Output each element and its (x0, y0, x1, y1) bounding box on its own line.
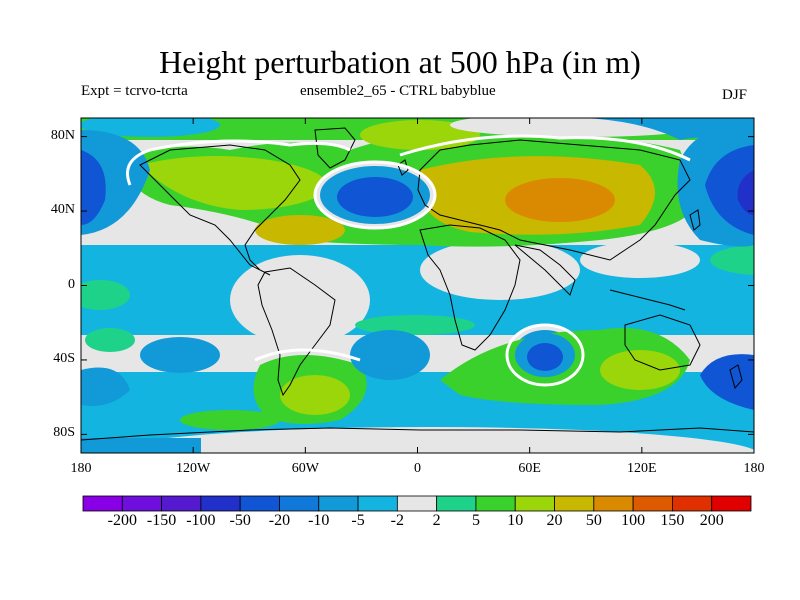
south-pacific-green (85, 328, 135, 352)
colorbar-swatch (318, 495, 359, 512)
colorbar-swatch (632, 495, 673, 512)
x-tick-label: 180 (743, 461, 765, 476)
colorbar-swatch (82, 495, 123, 512)
atlantic-low-core (337, 177, 413, 217)
colorbar-label: -10 (308, 512, 330, 529)
height-perturbation-field (81, 118, 754, 453)
tropical-atlantic-green (355, 315, 475, 335)
colorbar-label: -200 (107, 512, 137, 529)
southern-blue-patch (81, 438, 201, 453)
colorbar-swatch (672, 495, 713, 512)
colorbar-swatch (593, 495, 634, 512)
colorbar-swatch (239, 495, 280, 512)
season-label: DJF (722, 87, 748, 103)
axis-ticks (80, 118, 755, 453)
colorbar-swatch (121, 495, 162, 512)
east-npacific-core (81, 150, 106, 225)
colorbar-swatch (396, 495, 438, 512)
colorbar-swatch (554, 495, 595, 512)
colorbar-label: 5 (471, 512, 480, 529)
colorbar-swatch (161, 495, 202, 512)
x-tick-label: 180 (70, 461, 92, 476)
y-tick-label: 80S (53, 425, 75, 441)
colorbar-swatch (514, 495, 555, 512)
north-america-yellowgreen (140, 156, 330, 210)
x-tick-label: 120E (627, 461, 657, 476)
colorbar-swatch (200, 495, 241, 512)
x-tick-label: 120W (176, 461, 211, 476)
colorbar-swatch (279, 495, 320, 512)
colorbar-label: -5 (351, 512, 365, 529)
experiment-label: Expt = tcrvo-tcrta (81, 83, 188, 99)
colorbar-label: 20 (546, 512, 563, 529)
colorbar-label: 2 (432, 512, 441, 529)
colorbar-label: -150 (146, 512, 177, 529)
x-tick-label: 0 (414, 461, 421, 476)
colorbar-label: 150 (660, 512, 685, 529)
west-npacific-core (705, 145, 754, 235)
se-pacific-low (81, 367, 130, 406)
x-tick-label: 60E (518, 461, 541, 476)
south-pacific-low (140, 337, 220, 373)
africa-neutral (420, 240, 580, 300)
y-tick-label: 0 (68, 276, 75, 292)
south-atlantic-yellowgreen (280, 375, 350, 415)
eurasia-orange (505, 178, 615, 222)
y-tick-label: 40N (50, 202, 75, 218)
australia-yellowgreen (600, 350, 680, 390)
arctic-east-blue (581, 118, 754, 140)
colorbar-label: -100 (186, 512, 216, 529)
indian-low-core-redraw (527, 343, 563, 371)
colorbar-label: -20 (268, 512, 291, 529)
colorbar-label: 100 (621, 512, 646, 529)
atlantic-yellow (255, 215, 345, 245)
colorbar-label: -50 (229, 512, 251, 529)
colorbar-label: -2 (390, 512, 404, 529)
colorbar-label: 200 (699, 512, 724, 529)
south-america-neutral (230, 255, 370, 345)
colorbar (82, 495, 752, 512)
south-atlantic-low (350, 330, 430, 380)
colorbar-label: 10 (507, 512, 524, 529)
colorbar-swatch (475, 495, 516, 512)
indian-ocean-neutral (580, 242, 700, 278)
east-pacific-green (81, 280, 130, 310)
coastlines (81, 127, 754, 441)
x-tick-label: 60W (291, 461, 319, 476)
y-tick-label: 80N (50, 127, 75, 143)
colorbar-swatch (711, 495, 752, 512)
y-tick-label: 40S (53, 350, 75, 366)
arctic-blue (81, 118, 220, 137)
west-pacific-green (710, 245, 754, 275)
colorbar-label: 50 (585, 512, 602, 529)
west-npacific-deep (737, 170, 754, 215)
zero-contours (126, 134, 691, 387)
colorbar-swatch (436, 495, 477, 512)
ensemble-label: ensemble2_65 - CTRL babyblue (300, 83, 496, 99)
colorbar-swatch (357, 495, 398, 512)
antarctic-neutral (100, 427, 754, 453)
plot-title: Height perturbation at 500 hPa (in m) (159, 44, 641, 80)
sw-pacific-low (700, 354, 754, 410)
southern-green-strip (180, 410, 280, 430)
